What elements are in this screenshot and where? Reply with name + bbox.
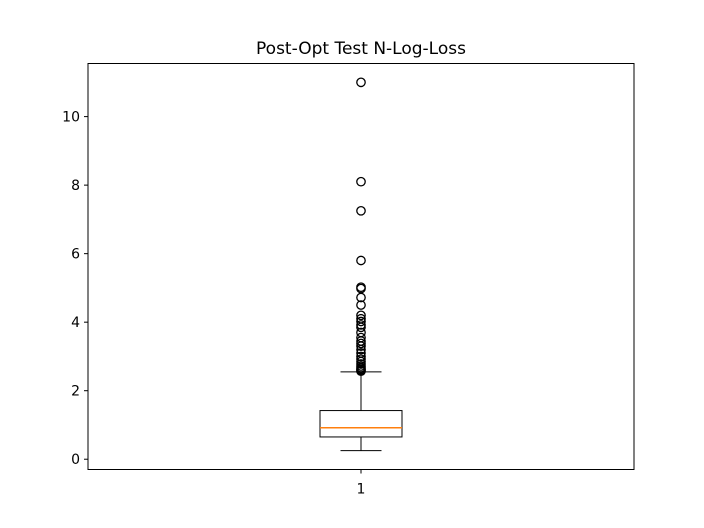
outlier-point [356, 310, 366, 321]
outlier-point [356, 77, 366, 88]
interquartile-box [319, 410, 403, 438]
outlier-point [356, 354, 366, 365]
outlier-point [356, 205, 366, 216]
outlier-point [356, 348, 366, 358]
x-tick-label: 1 [357, 482, 366, 498]
y-axis: 0 2 4 6 8 10 [62, 110, 88, 468]
y-tick-label: 10 [62, 110, 80, 126]
outlier-point [356, 320, 366, 330]
outlier-point [356, 327, 366, 338]
outlier-point [356, 316, 366, 327]
x-axis: 1 [357, 469, 366, 498]
outlier-point [356, 176, 366, 187]
y-tick-label: 8 [71, 178, 80, 194]
outlier-point [356, 300, 366, 310]
chart-title: Post-Opt Test N-Log-Loss [256, 39, 466, 59]
y-tick-label: 6 [71, 247, 80, 263]
outlier-point [356, 313, 366, 324]
outlier-point [356, 332, 366, 343]
outlier-point [356, 351, 366, 362]
outlier-point [356, 255, 366, 266]
outlier-point [356, 282, 366, 293]
y-tick-label: 4 [71, 315, 80, 331]
y-tick-label: 0 [71, 452, 80, 468]
boxes-group [319, 77, 403, 452]
y-tick-label: 2 [71, 384, 80, 400]
